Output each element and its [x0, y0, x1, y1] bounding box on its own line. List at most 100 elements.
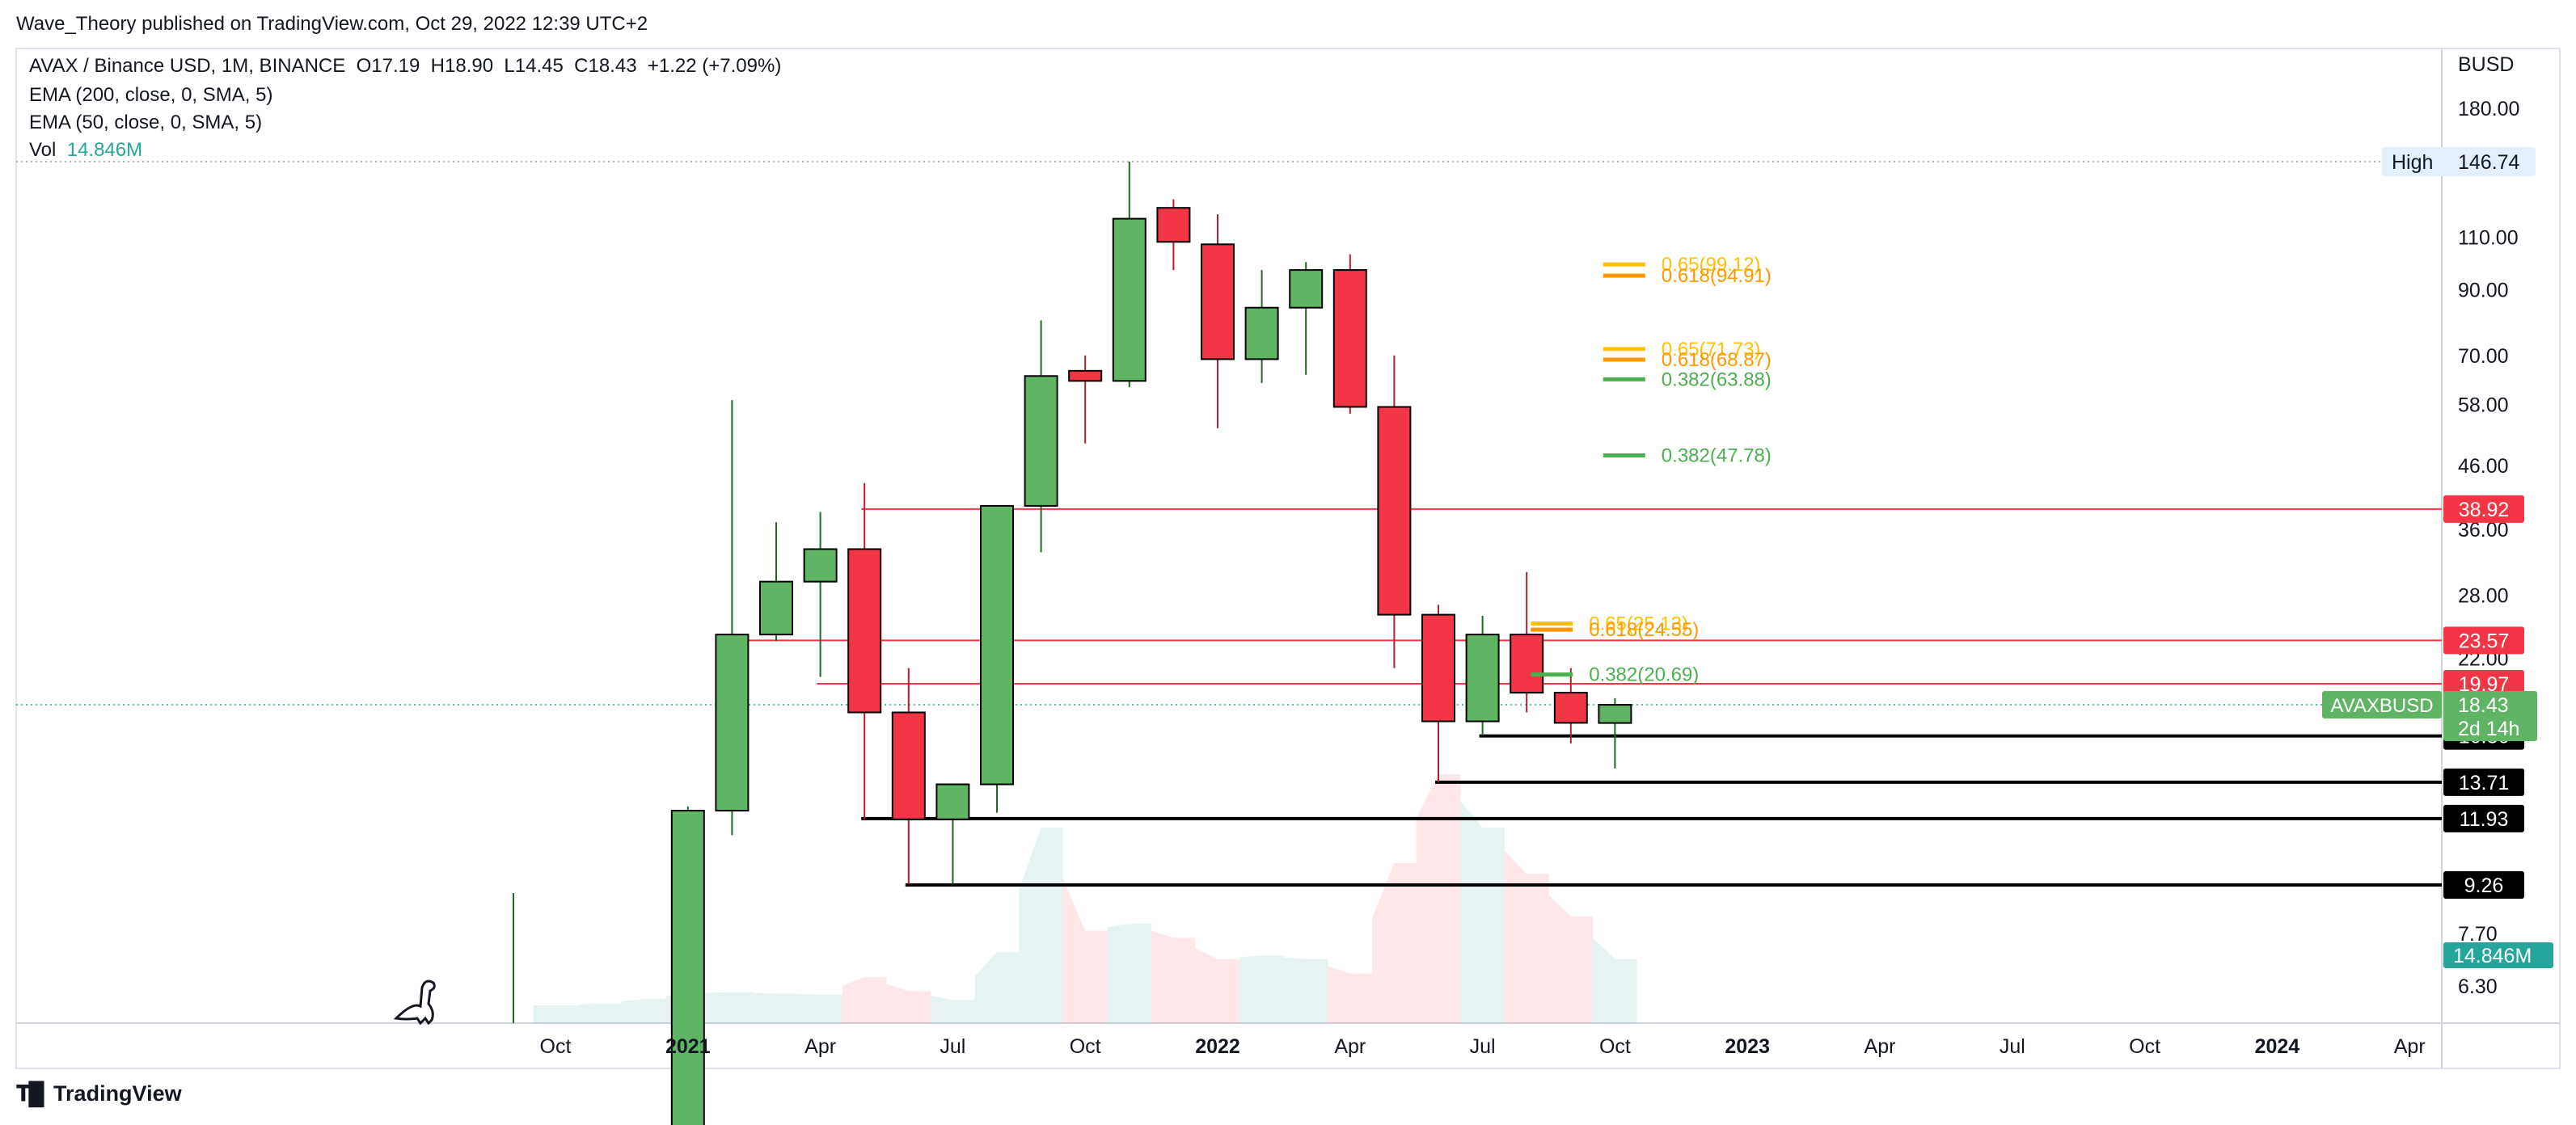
volume-bar	[842, 976, 887, 1023]
candle-body-2021-04[interactable]	[803, 548, 838, 583]
price-tag-11.93-bg	[2443, 804, 2524, 832]
price-tag-9.26-bg	[2443, 871, 2524, 899]
ema200-legend[interactable]: EMA (200, close, 0, SMA, 5)	[29, 84, 273, 106]
fib-label-0.382(47.78): 0.382(47.78)	[1662, 445, 1772, 466]
x-tick-Oct: Oct	[2129, 1035, 2160, 1058]
volume-bar	[1548, 895, 1594, 1023]
price-tag-38.92-bg	[2443, 495, 2524, 523]
high-tag-label: High	[2392, 151, 2433, 174]
current-price-tag-bg	[2443, 691, 2537, 742]
y-tick-110.00: 110.00	[2458, 226, 2519, 249]
volume-bar	[886, 984, 931, 1023]
brand-name: TradingView	[53, 1081, 182, 1106]
candle-body-2022-06[interactable]	[1421, 613, 1455, 723]
candle-body-2021-06[interactable]	[891, 711, 926, 820]
candles-layer	[513, 162, 1632, 1125]
misc-layer	[393, 980, 436, 1026]
candle-body-2022-01[interactable]	[1201, 243, 1235, 360]
current-price-tag: 18.43	[2458, 694, 2509, 717]
candle-body-2022-05[interactable]	[1377, 406, 1412, 616]
fib-label-0.382(63.88): 0.382(63.88)	[1662, 369, 1772, 390]
candle-body-2022-10[interactable]	[1598, 704, 1632, 724]
volume-bar	[1195, 948, 1240, 1023]
volume-bar	[1283, 957, 1328, 1023]
candle-body-2021-02[interactable]	[715, 634, 750, 812]
volume-label: Vol	[29, 139, 57, 161]
dinosaur-icon	[393, 980, 436, 1026]
ema50-legend[interactable]: EMA (50, close, 0, SMA, 5)	[29, 112, 263, 133]
fib-label-0.618(94.91): 0.618(94.91)	[1662, 265, 1772, 287]
dinosaur-shape	[393, 980, 436, 1026]
volume-bar	[1239, 955, 1284, 1023]
volume-tag: 14.846M	[2453, 945, 2532, 967]
fib-label-0.65(25.13): 0.65(25.13)	[1589, 613, 1688, 635]
x-tick-2021: 2021	[665, 1035, 711, 1058]
chart-frame	[15, 48, 2561, 1069]
candle-body-2022-09[interactable]	[1553, 692, 1588, 724]
tradingview-logo-icon: 𝐓█	[16, 1081, 44, 1106]
x-tick-Apr: Apr	[2394, 1035, 2426, 1058]
fib-label-0.65(99.12): 0.65(99.12)	[1662, 254, 1761, 276]
volume-bar	[533, 1005, 578, 1023]
volume-bar	[1062, 879, 1108, 1023]
volume-bar	[1328, 966, 1373, 1023]
candle-body-2021-11[interactable]	[1112, 217, 1147, 382]
volume-bar	[710, 992, 754, 1023]
candle-body-2021-07[interactable]	[935, 783, 970, 820]
candle-body-2021-12[interactable]	[1156, 207, 1191, 243]
high-tag-value: 146.74	[2458, 151, 2520, 174]
candle-body-2022-07[interactable]	[1465, 634, 1500, 723]
y-tick-70.00: 70.00	[2458, 345, 2509, 368]
symbol-tag-bg	[2322, 691, 2442, 719]
y-tick-46.00: 46.00	[2458, 455, 2509, 478]
volume-bar	[1372, 863, 1417, 1023]
price-tag-9.26: 9.26	[2464, 874, 2504, 897]
symbol-name[interactable]: AVAX / Binance USD, 1M, BINANCE	[29, 55, 346, 77]
symbol-tag: AVAXBUSD	[2330, 695, 2433, 717]
y-axis-currency: BUSD	[2458, 53, 2514, 76]
axes-layer: 180.00110.0090.0070.0058.0046.0036.0028.…	[540, 53, 2520, 1058]
open-value: O17.19	[356, 55, 420, 77]
price-tag-13.71: 13.71	[2459, 772, 2510, 794]
x-tick-2024: 2024	[2255, 1035, 2300, 1058]
candle-body-2022-02[interactable]	[1244, 306, 1279, 360]
x-tick-Apr: Apr	[1334, 1035, 1366, 1058]
candle-body-2021-08[interactable]	[980, 504, 1014, 786]
candle-body-2021-03[interactable]	[759, 580, 793, 636]
y-tick-6.30: 6.30	[2458, 975, 2498, 998]
countdown-tag: 2d 14h	[2458, 718, 2519, 740]
volume-bar	[1460, 801, 1505, 1023]
candle-body-2022-04[interactable]	[1332, 269, 1367, 408]
high-value: H18.90	[430, 55, 494, 77]
x-tick-Apr: Apr	[804, 1035, 836, 1058]
x-tick-Apr: Apr	[1864, 1035, 1896, 1058]
chart-border	[15, 48, 2561, 1069]
volume-bar	[1416, 774, 1461, 1023]
candle-body-2021-05[interactable]	[847, 548, 882, 714]
fib-label-0.382(20.69): 0.382(20.69)	[1589, 664, 1699, 686]
tradingview-brand[interactable]: 𝐓█ TradingView	[16, 1081, 182, 1107]
price-labels-layer: High146.7438.9223.5719.9716.3613.7111.93…	[2322, 147, 2553, 968]
x-tick-Oct: Oct	[540, 1035, 572, 1058]
candle-body-2021-01[interactable]	[670, 810, 705, 1125]
published-by: Wave_Theory published on TradingView.com…	[16, 13, 648, 35]
y-tick-28.00: 28.00	[2458, 585, 2509, 608]
candle-body-2021-09[interactable]	[1024, 375, 1058, 507]
symbol-legend: AVAX / Binance USD, 1M, BINANCE O17.19 H…	[29, 55, 781, 78]
volume-bar	[621, 999, 666, 1023]
candle-body-2022-03[interactable]	[1289, 269, 1324, 309]
candle-body-2021-10[interactable]	[1068, 369, 1103, 382]
x-tick-Jul: Jul	[940, 1035, 965, 1058]
volume-bar	[1107, 923, 1152, 1023]
x-tick-2022: 2022	[1195, 1035, 1240, 1058]
volume-bar	[931, 995, 975, 1023]
fib-levels-layer: 0.65(99.12)0.618(94.91)0.65(71.73)0.618(…	[1531, 254, 1772, 686]
x-tick-Oct: Oct	[1599, 1035, 1631, 1058]
y-tick-180.00: 180.00	[2458, 98, 2519, 120]
volume-legend[interactable]: Vol 14.846M	[29, 139, 142, 162]
x-tick-Jul: Jul	[1470, 1035, 1496, 1058]
candle-body-2022-08[interactable]	[1510, 634, 1544, 694]
volume-bar	[1593, 938, 1637, 1023]
change-value: +1.22 (+7.09%)	[647, 55, 782, 77]
